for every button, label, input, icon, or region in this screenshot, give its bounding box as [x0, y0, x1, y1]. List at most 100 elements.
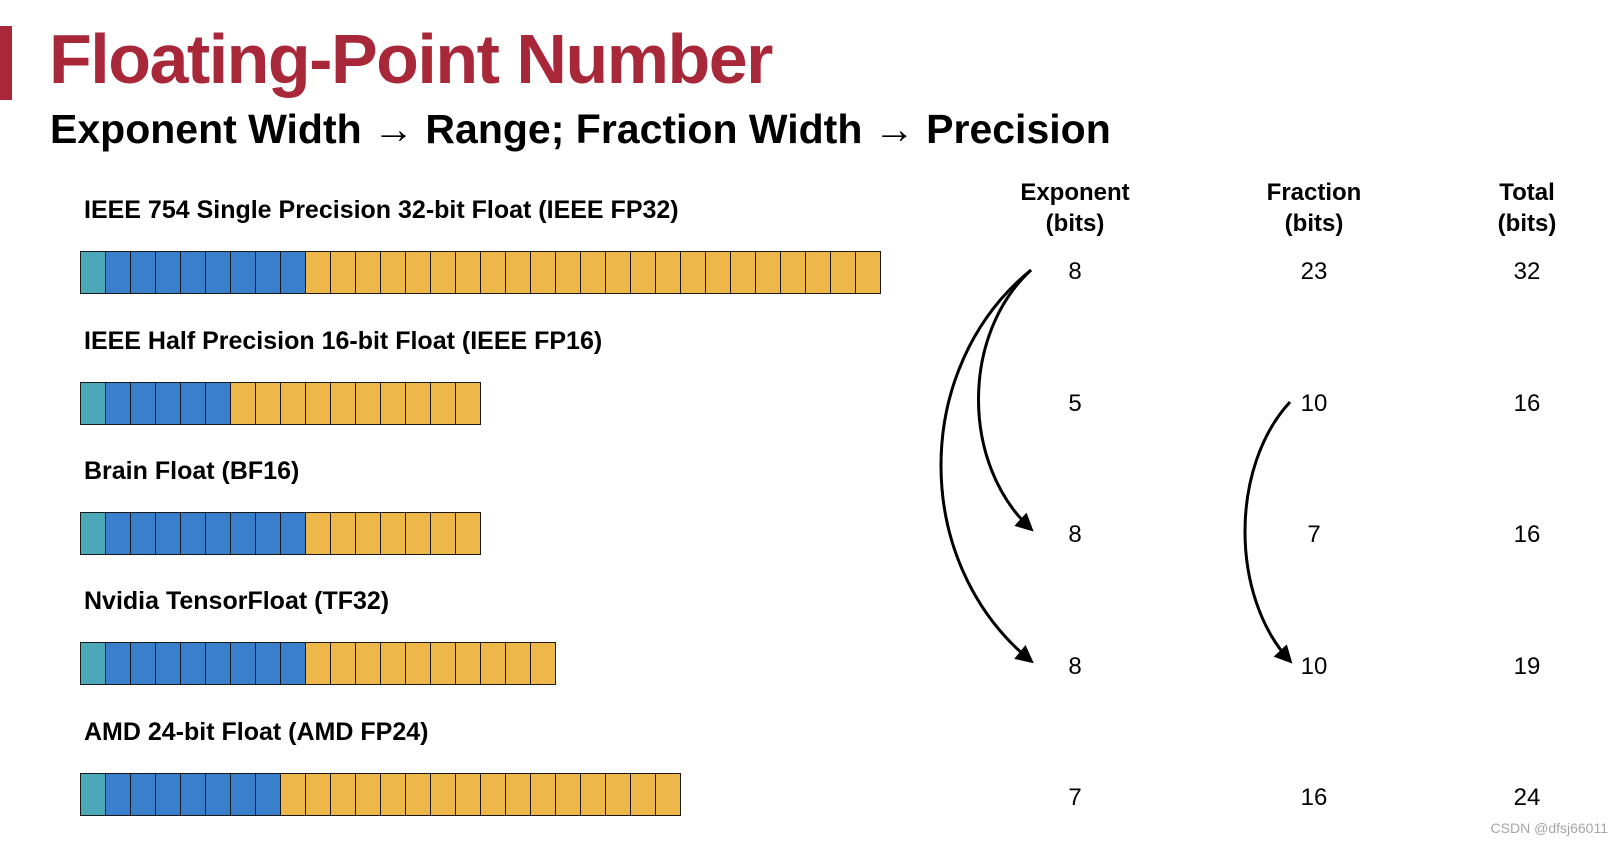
exponent-bits-value: 8	[1068, 258, 1082, 285]
fraction-bit	[580, 251, 606, 294]
fraction-bit	[655, 773, 681, 816]
exponent-bits-value: 8	[1068, 653, 1082, 680]
fraction-bit	[405, 512, 431, 555]
fraction-bit	[830, 251, 856, 294]
fraction-bit	[430, 251, 456, 294]
fraction-bit	[805, 251, 831, 294]
exponent-bits-value: 5	[1068, 390, 1082, 417]
fraction-bit	[355, 251, 381, 294]
fraction-bit	[355, 642, 381, 685]
total-header-line-1: Total	[1499, 179, 1555, 206]
watermark: CSDN @dfsj66011	[1490, 820, 1608, 836]
exponent-bit	[105, 382, 131, 425]
fraction-bits-value: 23	[1300, 258, 1328, 285]
slide-title: Floating-Point Number	[49, 20, 773, 98]
exponent-header-line-2: (bits)	[1045, 210, 1105, 237]
exponent-bit	[105, 251, 131, 294]
fraction-bit	[655, 251, 681, 294]
sign-bit	[80, 251, 106, 294]
exponent-bit	[280, 512, 306, 555]
bit-layout-bar	[80, 773, 681, 816]
total-bits-value: 32	[1513, 258, 1541, 285]
total-bits-value: 19	[1513, 653, 1541, 680]
exponent-bit	[155, 382, 181, 425]
exponent-bit	[205, 251, 231, 294]
conversion-arrow	[977, 268, 1034, 532]
fraction-bit	[505, 642, 531, 685]
total-header-line-2: (bits)	[1497, 210, 1557, 237]
exponent-bit	[130, 512, 156, 555]
fraction-header-line-1: Fraction	[1266, 179, 1362, 206]
fraction-bit	[605, 773, 631, 816]
slide-subtitle: Exponent Width → Range; Fraction Width →…	[50, 106, 1111, 152]
fraction-bit	[330, 382, 356, 425]
exponent-bits-value: 7	[1068, 784, 1082, 811]
format-label: Brain Float (BF16)	[84, 457, 300, 485]
fraction-bit	[380, 512, 406, 555]
fraction-bit	[305, 773, 331, 816]
conversion-arrow	[1243, 400, 1293, 664]
fraction-bit	[755, 251, 781, 294]
exponent-bit	[280, 251, 306, 294]
exponent-bit	[180, 773, 206, 816]
exponent-bit	[255, 773, 281, 816]
conversion-arrow	[939, 268, 1034, 664]
bit-layout-bar	[80, 512, 481, 555]
fraction-bits-value: 7	[1307, 521, 1321, 548]
fraction-bit	[580, 773, 606, 816]
fraction-bit	[405, 251, 431, 294]
format-label: AMD 24-bit Float (AMD FP24)	[84, 718, 429, 746]
fraction-bit	[430, 382, 456, 425]
fraction-bit	[855, 251, 881, 294]
exponent-bit	[105, 773, 131, 816]
fraction-bit	[505, 773, 531, 816]
fraction-bit	[630, 773, 656, 816]
fraction-bit	[530, 642, 556, 685]
exponent-bit	[255, 512, 281, 555]
fraction-column-header: Fraction (bits)	[1214, 177, 1414, 239]
bit-layout-bar	[80, 642, 556, 685]
fraction-bit	[330, 642, 356, 685]
fraction-bit	[680, 251, 706, 294]
total-bits-value: 16	[1513, 390, 1541, 417]
accent-bar	[0, 26, 12, 100]
exponent-bit	[255, 642, 281, 685]
exponent-bit	[155, 512, 181, 555]
total-bits-value: 16	[1513, 521, 1541, 548]
fraction-bit	[380, 773, 406, 816]
fraction-bit	[380, 382, 406, 425]
bit-layout-bar	[80, 382, 481, 425]
fraction-bit	[480, 773, 506, 816]
sign-bit	[80, 382, 106, 425]
exponent-bit	[230, 512, 256, 555]
fraction-bit	[605, 251, 631, 294]
fraction-bits-value: 16	[1300, 784, 1328, 811]
exponent-bit	[280, 642, 306, 685]
fraction-bit	[355, 773, 381, 816]
fraction-bit	[530, 773, 556, 816]
fraction-bit	[305, 251, 331, 294]
fraction-bit	[780, 251, 806, 294]
fraction-bit	[330, 512, 356, 555]
exponent-bit	[230, 773, 256, 816]
fraction-header-line-2: (bits)	[1284, 210, 1344, 237]
exponent-bits-value: 8	[1068, 521, 1082, 548]
total-column-header: Total (bits)	[1427, 177, 1620, 239]
exponent-bit	[180, 512, 206, 555]
exponent-column-header: Exponent (bits)	[975, 177, 1175, 239]
format-label: IEEE Half Precision 16-bit Float (IEEE F…	[84, 327, 603, 355]
exponent-header-line-1: Exponent	[1020, 179, 1130, 206]
exponent-bit	[180, 251, 206, 294]
total-bits-value: 24	[1513, 784, 1541, 811]
fraction-bits-value: 10	[1300, 390, 1328, 417]
format-label: IEEE 754 Single Precision 32-bit Float (…	[84, 196, 679, 224]
fraction-bit	[455, 512, 481, 555]
bit-layout-bar	[80, 251, 881, 294]
fraction-bit	[505, 251, 531, 294]
fraction-bits-value: 10	[1300, 653, 1328, 680]
fraction-bit	[555, 773, 581, 816]
sign-bit	[80, 642, 106, 685]
fraction-bit	[455, 382, 481, 425]
fraction-bit	[555, 251, 581, 294]
